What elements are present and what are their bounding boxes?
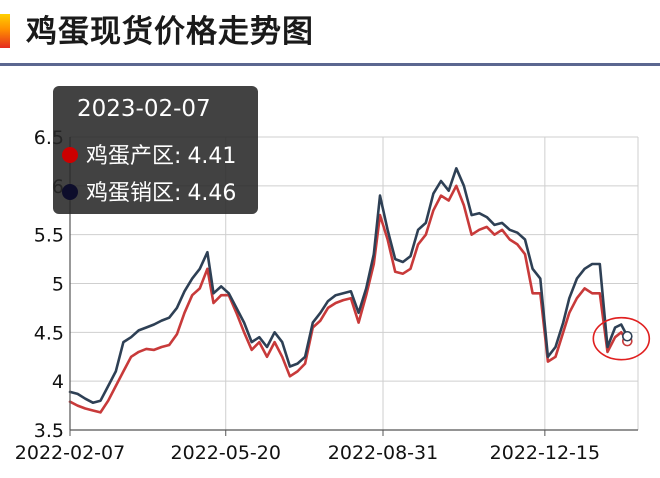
x-tick-label: 2022-12-15: [490, 442, 600, 464]
x-tick-label: 2022-05-20: [171, 442, 281, 464]
y-tick-label: 5: [52, 274, 64, 296]
title-accent-icon: [0, 14, 10, 48]
tooltip-series-value: 4.46: [187, 181, 237, 206]
y-tick-label: 4: [52, 371, 64, 393]
tooltip-series-value: 4.41: [187, 144, 237, 169]
y-tick-label: 3.5: [34, 420, 64, 442]
chart-series: [68, 167, 633, 414]
y-tick-label: 4.5: [34, 322, 64, 344]
series-dot-icon: [62, 184, 78, 200]
title-bar: 鸡蛋现货价格走势图: [0, 0, 660, 66]
tooltip-row-producer: 鸡蛋产区: 4.41: [62, 138, 236, 170]
title-divider: [0, 63, 660, 66]
y-tick-label: 5.5: [34, 225, 64, 247]
series-line-consumer: [68, 167, 629, 405]
series-line-producer: [68, 184, 629, 414]
tooltip-date: 2023-02-07: [77, 96, 211, 122]
page-title: 鸡蛋现货价格走势图: [26, 14, 314, 50]
chart-annotation: [592, 316, 651, 361]
tooltip-series-label: 鸡蛋产区: [86, 144, 175, 169]
x-tick-label: 2022-02-07: [15, 442, 125, 464]
tooltip-row-consumer: 鸡蛋销区: 4.46: [62, 175, 236, 207]
hover-point-consumer: [622, 330, 633, 342]
series-dot-icon: [62, 147, 78, 163]
tooltip-series-label: 鸡蛋销区: [86, 181, 175, 206]
x-axis: 2022-02-07 2022-05-20 2022-08-31 2022-12-15: [15, 429, 638, 464]
chart-tooltip: 2023-02-07 鸡蛋产区: 4.41 鸡蛋销区: 4.46: [53, 86, 258, 214]
annotation-circle: [592, 316, 651, 361]
x-tick-label: 2022-08-31: [328, 442, 438, 464]
